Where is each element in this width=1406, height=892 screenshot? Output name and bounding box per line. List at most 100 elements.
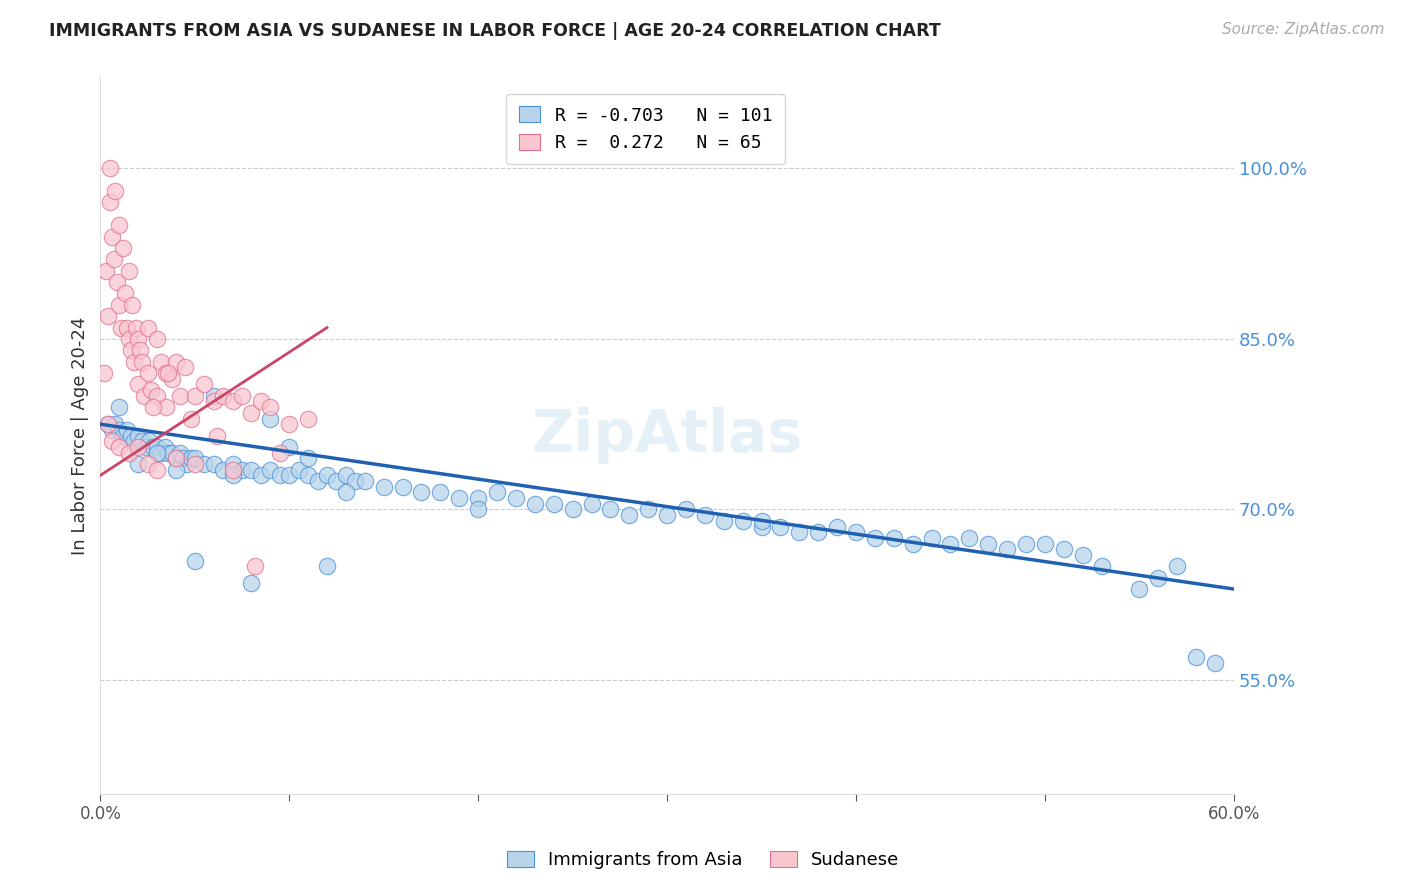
Point: [111, 428, 134, 442]
Point: [883, 531, 905, 545]
Point: [637, 502, 659, 516]
Point: [307, 474, 329, 488]
Point: [825, 519, 848, 533]
Point: [335, 468, 357, 483]
Point: [325, 474, 347, 488]
Point: [297, 451, 319, 466]
Point: [115, 320, 138, 334]
Legend: R = -0.703   N = 101, R =  0.272   N = 65: R = -0.703 N = 101, R = 0.272 N = 65: [506, 94, 785, 164]
Point: [212, 389, 235, 403]
Point: [169, 445, 191, 459]
Point: [131, 354, 153, 368]
Point: [561, 502, 583, 516]
Point: [127, 332, 149, 346]
Point: [486, 485, 509, 500]
Point: [97, 417, 120, 432]
Point: [619, 508, 641, 523]
Point: [105, 275, 128, 289]
Point: [184, 457, 207, 471]
Point: [141, 383, 163, 397]
Point: [259, 411, 281, 425]
Point: [127, 457, 149, 471]
Point: [212, 463, 235, 477]
Point: [543, 497, 565, 511]
Point: [108, 440, 131, 454]
Point: [180, 451, 202, 466]
Point: [98, 195, 121, 210]
Point: [297, 411, 319, 425]
Point: [100, 229, 122, 244]
Point: [1204, 656, 1226, 670]
Point: [142, 400, 165, 414]
Point: [169, 389, 191, 403]
Point: [467, 491, 489, 505]
Point: [278, 440, 301, 454]
Point: [581, 497, 603, 511]
Point: [104, 184, 127, 198]
Point: [131, 434, 153, 449]
Point: [1033, 536, 1056, 550]
Point: [845, 525, 868, 540]
Point: [165, 451, 187, 466]
Point: [693, 508, 716, 523]
Point: [995, 542, 1018, 557]
Point: [411, 485, 433, 500]
Point: [138, 434, 160, 449]
Point: [129, 343, 152, 358]
Point: [269, 468, 291, 483]
Point: [149, 445, 172, 459]
Point: [269, 445, 291, 459]
Point: [240, 406, 263, 420]
Point: [505, 491, 527, 505]
Point: [353, 474, 375, 488]
Point: [1090, 559, 1112, 574]
Point: [207, 428, 229, 442]
Point: [807, 525, 830, 540]
Point: [118, 263, 141, 277]
Point: [335, 485, 357, 500]
Point: [344, 474, 367, 488]
Point: [1053, 542, 1076, 557]
Point: [1015, 536, 1038, 550]
Text: ZipAtlas: ZipAtlas: [531, 407, 803, 464]
Point: [136, 457, 159, 471]
Point: [250, 468, 273, 483]
Text: Source: ZipAtlas.com: Source: ZipAtlas.com: [1222, 22, 1385, 37]
Point: [127, 440, 149, 454]
Point: [160, 372, 183, 386]
Point: [174, 360, 197, 375]
Point: [118, 445, 141, 459]
Point: [121, 298, 143, 312]
Point: [127, 428, 149, 442]
Point: [259, 463, 281, 477]
Point: [124, 354, 146, 368]
Point: [172, 451, 194, 466]
Point: [97, 417, 120, 432]
Point: [146, 463, 169, 477]
Point: [751, 519, 773, 533]
Point: [231, 463, 253, 477]
Point: [939, 536, 962, 550]
Point: [713, 514, 735, 528]
Point: [1128, 582, 1150, 596]
Point: [240, 576, 263, 591]
Point: [142, 440, 165, 454]
Point: [184, 451, 207, 466]
Legend: Immigrants from Asia, Sudanese: Immigrants from Asia, Sudanese: [498, 842, 908, 879]
Point: [146, 440, 169, 454]
Point: [731, 514, 754, 528]
Point: [115, 423, 138, 437]
Point: [655, 508, 678, 523]
Point: [523, 497, 546, 511]
Point: [165, 463, 187, 477]
Point: [316, 559, 339, 574]
Point: [391, 480, 413, 494]
Point: [108, 423, 131, 437]
Point: [316, 468, 339, 483]
Point: [120, 428, 142, 442]
Text: IMMIGRANTS FROM ASIA VS SUDANESE IN LABOR FORCE | AGE 20-24 CORRELATION CHART: IMMIGRANTS FROM ASIA VS SUDANESE IN LABO…: [49, 22, 941, 40]
Point: [124, 434, 146, 449]
Point: [787, 525, 810, 540]
Point: [193, 377, 215, 392]
Point: [202, 389, 225, 403]
